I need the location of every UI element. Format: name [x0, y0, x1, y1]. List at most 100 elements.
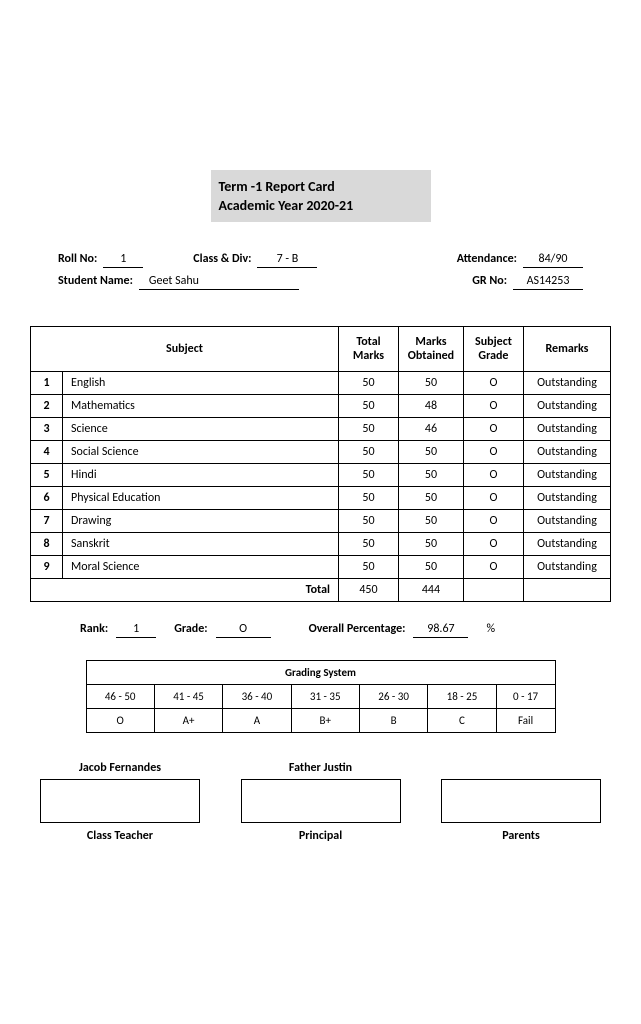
hdr-remarks: Remarks: [523, 327, 610, 372]
row-total: 50: [338, 395, 398, 418]
row-total: 50: [338, 487, 398, 510]
signature-block: Jacob Fernandes Class Teacher: [40, 761, 200, 843]
gr-value: AS14253: [513, 274, 583, 290]
name-value: Geet Sahu: [139, 274, 299, 290]
sign-role: Class Teacher: [40, 829, 200, 843]
attendance-value: 84/90: [523, 252, 583, 268]
marks-table: Subject Total Marks Marks Obtained Subje…: [30, 326, 611, 602]
roll-label: Roll No:: [58, 252, 97, 266]
row-remarks: Outstanding: [523, 372, 610, 395]
row-total: 50: [338, 372, 398, 395]
grading-grade: O: [86, 709, 154, 733]
hdr-subject: Subject: [31, 327, 339, 372]
grading-grade: Fail: [496, 709, 555, 733]
row-total: 50: [338, 464, 398, 487]
total-grade-empty: [463, 579, 523, 602]
row-total: 50: [338, 418, 398, 441]
row-subject: Sanskrit: [63, 533, 339, 556]
table-row: 4Social Science5050OOutstanding: [31, 441, 611, 464]
row-remarks: Outstanding: [523, 487, 610, 510]
row-num: 8: [31, 533, 63, 556]
row-obtained: 50: [398, 510, 463, 533]
table-header-row: Subject Total Marks Marks Obtained Subje…: [31, 327, 611, 372]
row-subject: Drawing: [63, 510, 339, 533]
hdr-grade: Subject Grade: [463, 327, 523, 372]
row-total: 50: [338, 533, 398, 556]
signature-block: Parents: [441, 761, 601, 843]
grading-title: Grading System: [86, 661, 555, 685]
sign-role: Principal: [241, 829, 401, 843]
table-row: 3Science5046OOutstanding: [31, 418, 611, 441]
row-grade: O: [463, 487, 523, 510]
row-obtained: 50: [398, 464, 463, 487]
grading-range: 31 - 35: [291, 685, 359, 709]
pct-label: Overall Percentage:: [309, 622, 406, 636]
total-label: Total: [31, 579, 339, 602]
row-remarks: Outstanding: [523, 418, 610, 441]
row-total: 50: [338, 556, 398, 579]
row-remarks: Outstanding: [523, 556, 610, 579]
roll-value: 1: [103, 252, 143, 268]
row-total: 50: [338, 441, 398, 464]
grading-range: 46 - 50: [86, 685, 154, 709]
grading-grades-row: OA+AB+BCFail: [86, 709, 555, 733]
row-remarks: Outstanding: [523, 441, 610, 464]
row-grade: O: [463, 395, 523, 418]
grade-label: Grade:: [174, 622, 207, 636]
row-obtained: 48: [398, 395, 463, 418]
classdiv-value: 7 - B: [257, 252, 317, 268]
signatures-row: Jacob Fernandes Class Teacher Father Justi…: [40, 761, 601, 843]
row-num: 7: [31, 510, 63, 533]
row-remarks: Outstanding: [523, 395, 610, 418]
row-grade: O: [463, 464, 523, 487]
row-grade: O: [463, 418, 523, 441]
grading-range: 41 - 45: [154, 685, 222, 709]
grading-range: 0 - 17: [496, 685, 555, 709]
row-obtained: 46: [398, 418, 463, 441]
grading-range: 26 - 30: [359, 685, 427, 709]
grading-grade: B: [359, 709, 427, 733]
total-marks: 450: [338, 579, 398, 602]
row-remarks: Outstanding: [523, 510, 610, 533]
row-total: 50: [338, 510, 398, 533]
grading-grade: B+: [291, 709, 359, 733]
grade-value: O: [216, 622, 271, 638]
table-row: 1English5050OOutstanding: [31, 372, 611, 395]
grading-range: 18 - 25: [428, 685, 496, 709]
row-num: 2: [31, 395, 63, 418]
row-obtained: 50: [398, 533, 463, 556]
row-grade: O: [463, 441, 523, 464]
sign-name: Father Justin: [241, 761, 401, 777]
summary-row: Rank: 1 Grade: O Overall Percentage: 98.…: [80, 622, 561, 638]
sign-name: [441, 761, 601, 777]
table-row: 8Sanskrit5050OOutstanding: [31, 533, 611, 556]
report-card: Term -1 Report Card Academic Year 2020-2…: [0, 0, 641, 883]
rank-label: Rank:: [80, 622, 108, 636]
row-remarks: Outstanding: [523, 464, 610, 487]
row-obtained: 50: [398, 556, 463, 579]
table-row: 5Hindi5050OOutstanding: [31, 464, 611, 487]
rank-value: 1: [116, 622, 156, 638]
table-row: 6Physical Education5050OOutstanding: [31, 487, 611, 510]
gr-label: GR No:: [472, 274, 507, 288]
row-obtained: 50: [398, 372, 463, 395]
hdr-obtained: Marks Obtained: [398, 327, 463, 372]
sign-name: Jacob Fernandes: [40, 761, 200, 777]
table-row: 2Mathematics5048OOutstanding: [31, 395, 611, 418]
grading-grade: A+: [154, 709, 222, 733]
hdr-total: Total Marks: [338, 327, 398, 372]
sign-role: Parents: [441, 829, 601, 843]
classdiv-label: Class & Div:: [193, 252, 251, 266]
row-grade: O: [463, 372, 523, 395]
row-num: 9: [31, 556, 63, 579]
pct-unit: %: [486, 622, 495, 636]
grading-grade: A: [223, 709, 291, 733]
title-box: Term -1 Report Card Academic Year 2020-2…: [211, 170, 431, 222]
row-grade: O: [463, 510, 523, 533]
row-obtained: 50: [398, 487, 463, 510]
total-row: Total 450 444: [31, 579, 611, 602]
title-line2: Academic Year 2020-21: [219, 197, 423, 214]
row-subject: Hindi: [63, 464, 339, 487]
sign-box: [441, 779, 601, 823]
table-row: 9Moral Science5050OOutstanding: [31, 556, 611, 579]
